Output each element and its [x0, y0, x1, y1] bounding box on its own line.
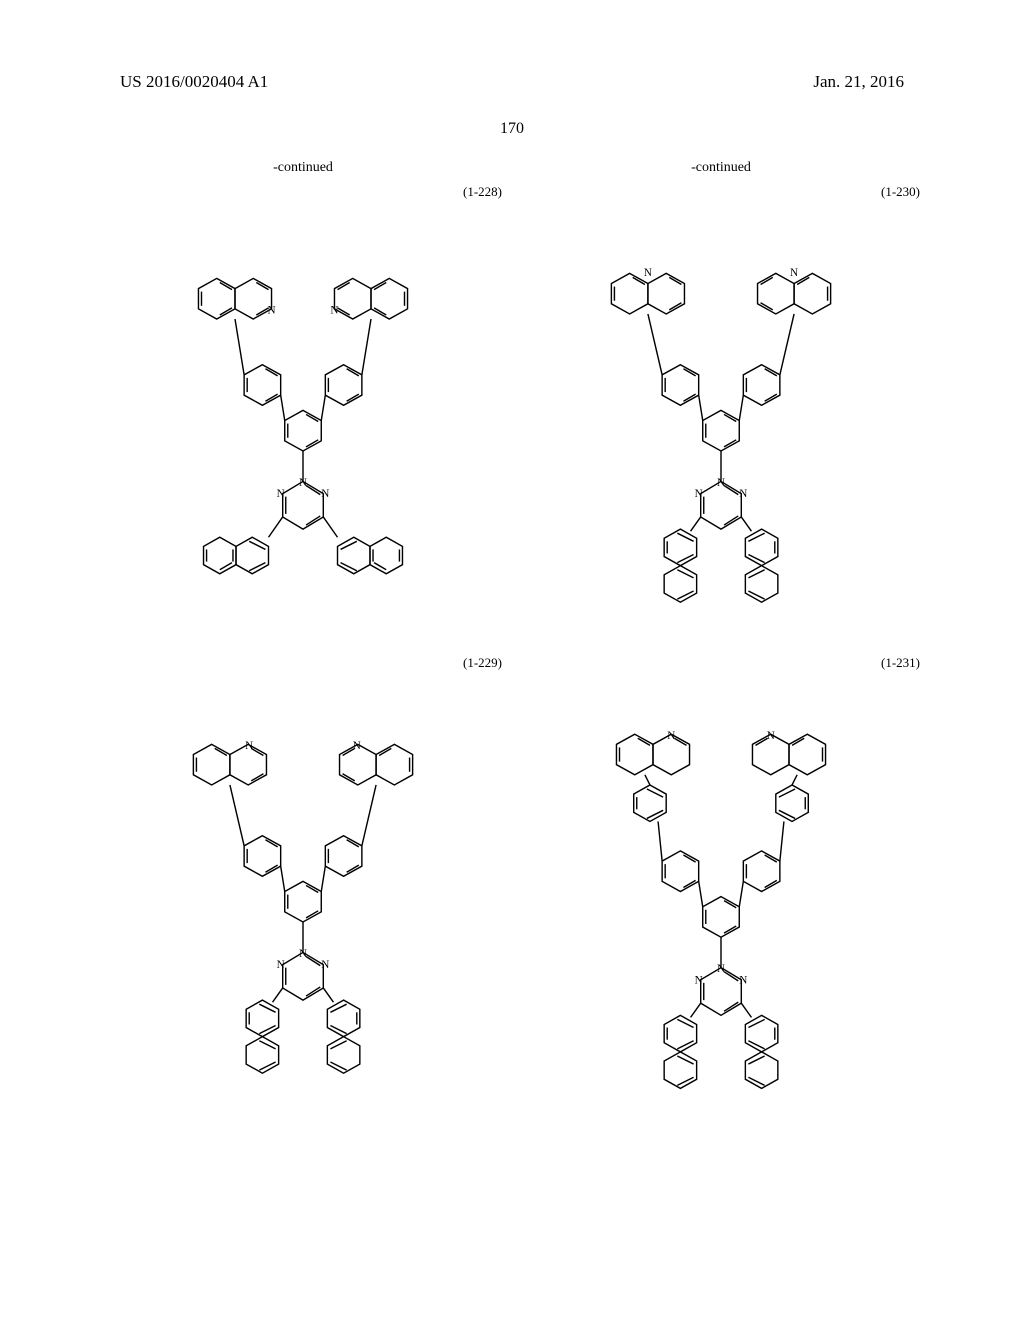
svg-text:N: N [717, 964, 725, 976]
structure-id: (1-231) [881, 655, 920, 671]
structure-block: (1-229) N N N [100, 653, 506, 1084]
publication-date: Jan. 21, 2016 [813, 72, 904, 92]
structure-id: (1-229) [463, 655, 502, 671]
svg-text:N: N [739, 975, 747, 987]
left-column: -continued (1-228) [100, 160, 506, 1145]
continued-label-left: -continued [100, 160, 506, 176]
svg-text:N: N [321, 959, 329, 971]
chemical-structure-diagram: N N N [100, 182, 506, 608]
svg-text:N: N [353, 740, 361, 752]
chemical-structure-diagram: N N N [100, 653, 506, 1079]
svg-text:N: N [767, 730, 775, 742]
svg-text:N: N [695, 975, 703, 987]
structure-block: (1-231) N N N [518, 653, 924, 1105]
page-header: US 2016/0020404 A1 Jan. 21, 2016 [0, 72, 1024, 92]
svg-text:N: N [277, 488, 285, 500]
svg-text:N: N [299, 948, 307, 960]
svg-text:N: N [330, 304, 338, 316]
svg-text:N: N [321, 488, 329, 500]
svg-text:N: N [277, 959, 285, 971]
structure-id: (1-228) [463, 184, 502, 200]
publication-number: US 2016/0020404 A1 [120, 72, 268, 92]
page-number: 170 [0, 120, 1024, 138]
svg-text:N: N [790, 267, 798, 279]
svg-text:N: N [245, 740, 253, 752]
svg-text:N: N [739, 488, 747, 500]
svg-text:N: N [717, 477, 725, 489]
svg-text:N: N [644, 267, 652, 279]
svg-text:N: N [299, 477, 307, 489]
structure-block: (1-228) N N [100, 182, 506, 613]
svg-text:N: N [695, 488, 703, 500]
chemical-structure-diagram: N N N [518, 182, 924, 608]
svg-text:N: N [667, 730, 675, 742]
right-column: -continued (1-230) N N [518, 160, 924, 1145]
svg-text:N: N [268, 304, 276, 316]
structure-id: (1-230) [881, 184, 920, 200]
chemical-structure-diagram: N N N [518, 653, 924, 1100]
structure-block: (1-230) N N N [518, 182, 924, 613]
continued-label-right: -continued [518, 160, 924, 176]
content-area: -continued (1-228) [100, 160, 924, 1145]
